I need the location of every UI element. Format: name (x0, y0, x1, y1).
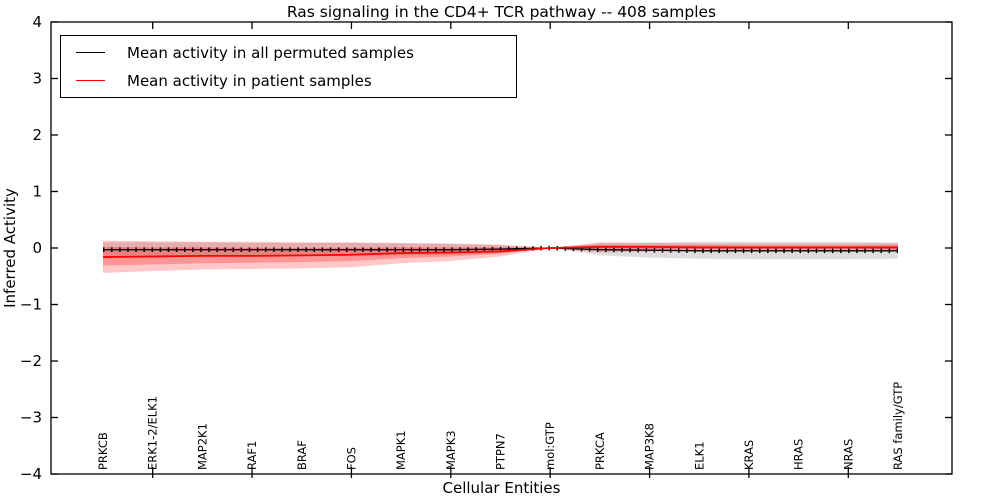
y-axis-label: Inferred Activity (1, 188, 19, 308)
x-tick-label: KRAS (742, 440, 756, 470)
y-tick-label: 4 (32, 13, 42, 31)
y-tick-label: −2 (20, 352, 42, 370)
x-tick-label: HRAS (792, 439, 806, 470)
legend-entry-patient: Mean activity in patient samples (61, 67, 516, 95)
x-tick-label: PTPN7 (494, 433, 508, 470)
legend-entry-permuted: Mean activity in all permuted samples (61, 39, 516, 67)
x-tick-label: PRKCA (593, 432, 607, 470)
x-tick-label: MAP3K8 (643, 423, 657, 470)
x-tick-label: ERK1-2/ELK1 (146, 396, 160, 470)
x-axis-label: Cellular Entities (442, 479, 561, 497)
x-tick-label: ELK1 (692, 441, 706, 470)
patient-outer-band (103, 240, 898, 273)
y-tick-label: −4 (20, 465, 42, 483)
permuted-line-swatch (76, 52, 105, 53)
x-tick-label: BRAF (295, 440, 309, 470)
legend-box: Mean activity in all permuted samples Me… (60, 35, 517, 98)
y-tick-label: 1 (32, 183, 42, 201)
legend-label-patient: Mean activity in patient samples (127, 71, 372, 90)
chart-title: Ras signaling in the CD4+ TCR pathway --… (286, 3, 717, 21)
x-tick-label: mol:GTP (543, 422, 557, 470)
x-tick-label: RAS family/GTP (891, 382, 905, 470)
legend-label-permuted: Mean activity in all permuted samples (127, 43, 414, 62)
patient-line-swatch (76, 80, 105, 81)
x-tick-label: FOS (344, 447, 358, 470)
y-tick-label: 2 (32, 126, 42, 144)
x-tick-label: NRAS (841, 439, 855, 470)
x-tick-label: MAPK3 (444, 430, 458, 470)
x-tick-label: PRKCB (96, 432, 110, 470)
permuted-sample-markers (103, 245, 898, 254)
y-tick-label: −1 (20, 296, 42, 314)
y-tick-label: 0 (32, 239, 42, 257)
x-tick-label: MAPK1 (394, 430, 408, 470)
patient-mean-line (102, 245, 898, 258)
x-tick-label: RAF1 (245, 441, 259, 470)
y-tick-label: 3 (32, 70, 42, 88)
y-tick-label: −3 (20, 409, 42, 427)
x-tick-label: MAP2K1 (195, 423, 209, 470)
